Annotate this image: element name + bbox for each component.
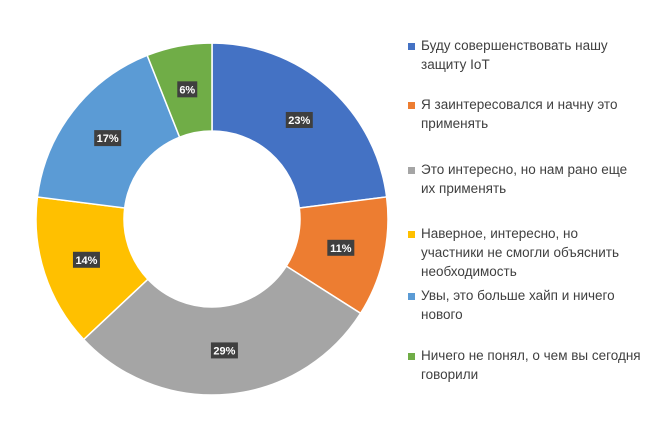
legend-item-6: Ничего не понял, о чем вы сегодня говори…: [408, 346, 644, 384]
legend-label-3: Это интересно, но нам рано еще их примен…: [421, 162, 628, 196]
data-label-text-2: 11%: [330, 243, 352, 255]
data-label-4: 14%: [72, 251, 100, 268]
donut-plot: 23% 11% 29% 14% 17% 6%: [35, 42, 389, 396]
donut-slice-4: [35, 196, 149, 341]
data-label-box-1: [285, 111, 313, 128]
data-label-box-6: [177, 81, 198, 98]
data-label-box-4: [72, 251, 100, 268]
data-label-2: 11%: [327, 239, 355, 256]
data-label-box-5: [94, 130, 122, 147]
data-label-box-2: [327, 239, 355, 256]
legend-swatch-4: [408, 231, 415, 238]
legend-item-5: Увы, это больше хайп и ничего нового: [408, 286, 644, 324]
data-label-text-1: 23%: [288, 115, 310, 127]
legend-label-1: Буду совершенствовать нашу защиту IoT: [421, 38, 608, 72]
data-label-3: 29%: [210, 342, 238, 359]
legend-label-5: Увы, это больше хайп и ничего нового: [421, 288, 615, 322]
data-label-5: 17%: [94, 130, 122, 147]
legend-label-2: Я заинтересовался и начну это применять: [421, 97, 618, 131]
legend-item-1: Буду совершенствовать нашу защиту IoT: [408, 36, 644, 74]
donut-slice-3: [82, 265, 362, 396]
legend-label-6: Ничего не понял, о чем вы сегодня говори…: [421, 348, 641, 382]
data-label-text-4: 14%: [75, 255, 97, 267]
data-label-text-3: 29%: [213, 345, 235, 357]
legend-swatch-3: [408, 167, 415, 174]
data-label-box-3: [210, 342, 238, 359]
legend-swatch-2: [408, 102, 415, 109]
legend-swatch-5: [408, 293, 415, 300]
legend-label-4: Наверное, интересно, но участники не смо…: [421, 226, 619, 279]
data-label-1: 23%: [285, 111, 313, 128]
data-label-text-6: 6%: [179, 84, 195, 96]
data-label-6: 6%: [177, 81, 198, 98]
legend-swatch-6: [408, 353, 415, 360]
legend-item-3: Это интересно, но нам рано еще их примен…: [408, 160, 644, 198]
legend-item-4: Наверное, интересно, но участники не смо…: [408, 224, 644, 281]
legend-swatch-1: [408, 43, 415, 50]
data-label-text-5: 17%: [97, 133, 119, 145]
legend-item-2: Я заинтересовался и начну это применять: [408, 95, 644, 133]
